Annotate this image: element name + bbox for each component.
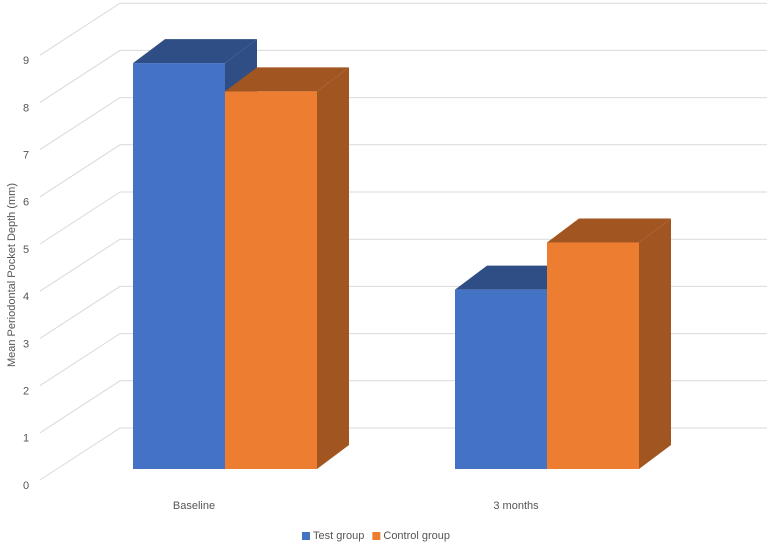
y-tick-label: 1	[23, 433, 29, 445]
grid-line	[39, 49, 767, 103]
grid-line	[39, 2, 767, 56]
bar-side	[317, 67, 349, 470]
y-tick-label: 6	[23, 197, 29, 209]
bar-top	[133, 39, 257, 64]
bar	[547, 242, 639, 469]
y-tick-label: 5	[23, 244, 29, 256]
legend-swatch	[302, 532, 310, 540]
x-tick-label: Baseline	[173, 500, 215, 512]
y-tick-label: 7	[23, 150, 29, 162]
y-tick-label: 4	[23, 291, 29, 303]
y-tick-label: 9	[23, 55, 29, 67]
bar	[133, 63, 225, 469]
y-tick-label: 0	[23, 480, 29, 492]
bar-top	[225, 67, 349, 92]
y-tick-label: 8	[23, 102, 29, 114]
y-axis-title: Mean Periodontal Pocket Depth (mm)	[6, 183, 18, 367]
bar	[225, 91, 317, 470]
y-tick-label: 3	[23, 338, 29, 350]
legend-swatch	[372, 532, 381, 540]
legend-label: Control group	[383, 530, 450, 542]
grid-line	[39, 191, 767, 245]
grid-line	[39, 144, 767, 198]
x-tick-label: 3 months	[493, 500, 539, 512]
bar-side	[639, 218, 671, 469]
bar	[455, 289, 547, 469]
grid-line	[39, 97, 767, 151]
legend-label: Test group	[313, 530, 364, 542]
y-tick-label: 2	[23, 386, 29, 398]
bar-top	[547, 218, 671, 243]
